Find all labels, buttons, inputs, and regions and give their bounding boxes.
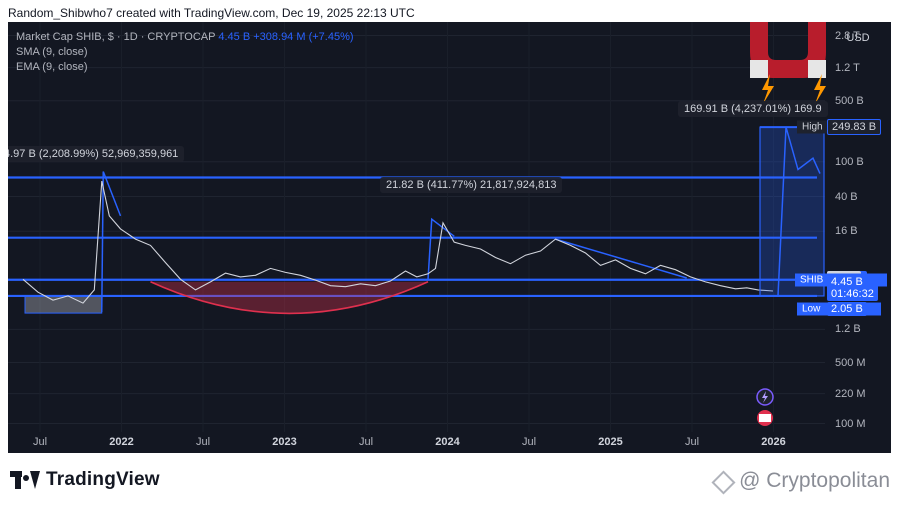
y-tick-label: 40 B bbox=[835, 190, 858, 203]
zones-layer bbox=[24, 171, 122, 314]
tradingview-mark-icon bbox=[10, 471, 40, 489]
legend-ema[interactable]: EMA (9, close) bbox=[16, 61, 88, 73]
y-tick-label: 500 B bbox=[835, 94, 864, 107]
countdown-timer: 01:46:32 bbox=[831, 287, 874, 300]
rise-arrow bbox=[102, 171, 122, 217]
price-tag: 4.45 B 01:46:32 bbox=[827, 274, 878, 301]
chart-legend: Market Cap SHIB, $ · 1D · CRYPTOCAP 4.45… bbox=[16, 30, 354, 75]
lightning-icon bbox=[814, 74, 826, 104]
trendline bbox=[555, 238, 687, 279]
price-axis[interactable]: 2.8 T 1.2 T 500 B 100 B 40 B 16 B 1.2 B 500 M 22… bbox=[795, 22, 891, 432]
magnet-icon bbox=[750, 22, 826, 104]
watermark-text: @ Cryptopolitan bbox=[739, 469, 890, 492]
legend-change: +308.94 M (+7.45%) bbox=[253, 31, 354, 43]
y-tick-label: 220 M bbox=[835, 387, 866, 400]
chart-credit-header: Random_Shibwho7 created with TradingView… bbox=[8, 6, 415, 20]
price-tag: 2.05 B bbox=[827, 302, 867, 317]
diamond-logo-icon bbox=[711, 470, 736, 495]
flag-glyph bbox=[759, 414, 771, 422]
magnet-icon bbox=[750, 22, 826, 78]
y-tick-label: 1.2 B bbox=[835, 323, 861, 336]
y-tick-label: 500 M bbox=[835, 356, 866, 369]
grid-layer bbox=[8, 22, 825, 432]
price-tag-value: 4.45 B bbox=[831, 275, 863, 288]
legend-sma[interactable]: SMA (9, close) bbox=[16, 46, 88, 58]
consolidation-zone bbox=[24, 295, 103, 314]
price-chart[interactable] bbox=[8, 22, 891, 453]
price-series bbox=[22, 180, 774, 304]
y-tick-label: 1.2 T bbox=[835, 61, 860, 74]
lightning-icon bbox=[762, 74, 774, 104]
projection-box bbox=[759, 126, 825, 297]
legend-symbol: Market Cap SHIB, $ · 1D · CRYPTOCAP bbox=[16, 31, 216, 43]
rise-arrow bbox=[101, 171, 104, 312]
tradingview-wordmark: TradingView bbox=[46, 469, 160, 490]
price-tag: 249.83 B bbox=[827, 119, 882, 136]
lightning-event-glyph bbox=[762, 391, 768, 403]
footer: TradingView @ Cryptopolitan bbox=[0, 453, 900, 507]
magnet-pole bbox=[750, 60, 768, 78]
tradingview-logo[interactable]: TradingView bbox=[10, 469, 160, 491]
price-line bbox=[22, 180, 774, 304]
projection-zone bbox=[759, 126, 825, 297]
projection-path bbox=[777, 126, 821, 296]
y-tick-label: 100 M bbox=[835, 417, 866, 430]
price-tag-value: 2.05 B bbox=[831, 303, 863, 316]
event-icons bbox=[756, 388, 774, 426]
price-tag-value: 249.83 B bbox=[832, 121, 877, 134]
legend-last-price: 4.45 B bbox=[218, 31, 251, 43]
spike-bracket bbox=[427, 217, 455, 280]
rounded-bottom-arc bbox=[150, 280, 429, 315]
cryptopolitan-watermark: @ Cryptopolitan bbox=[711, 469, 890, 495]
y-tick-label: 2.8 T bbox=[835, 29, 860, 42]
y-tick-label: 16 B bbox=[835, 225, 858, 238]
chart-frame[interactable]: Market Cap SHIB, $ · 1D · CRYPTOCAP 4.45… bbox=[8, 22, 891, 453]
y-tick-label: 100 B bbox=[835, 155, 864, 168]
magnet-pole bbox=[808, 60, 826, 78]
accumulation-arc bbox=[150, 280, 429, 315]
currency-button[interactable]: USD bbox=[846, 32, 870, 44]
